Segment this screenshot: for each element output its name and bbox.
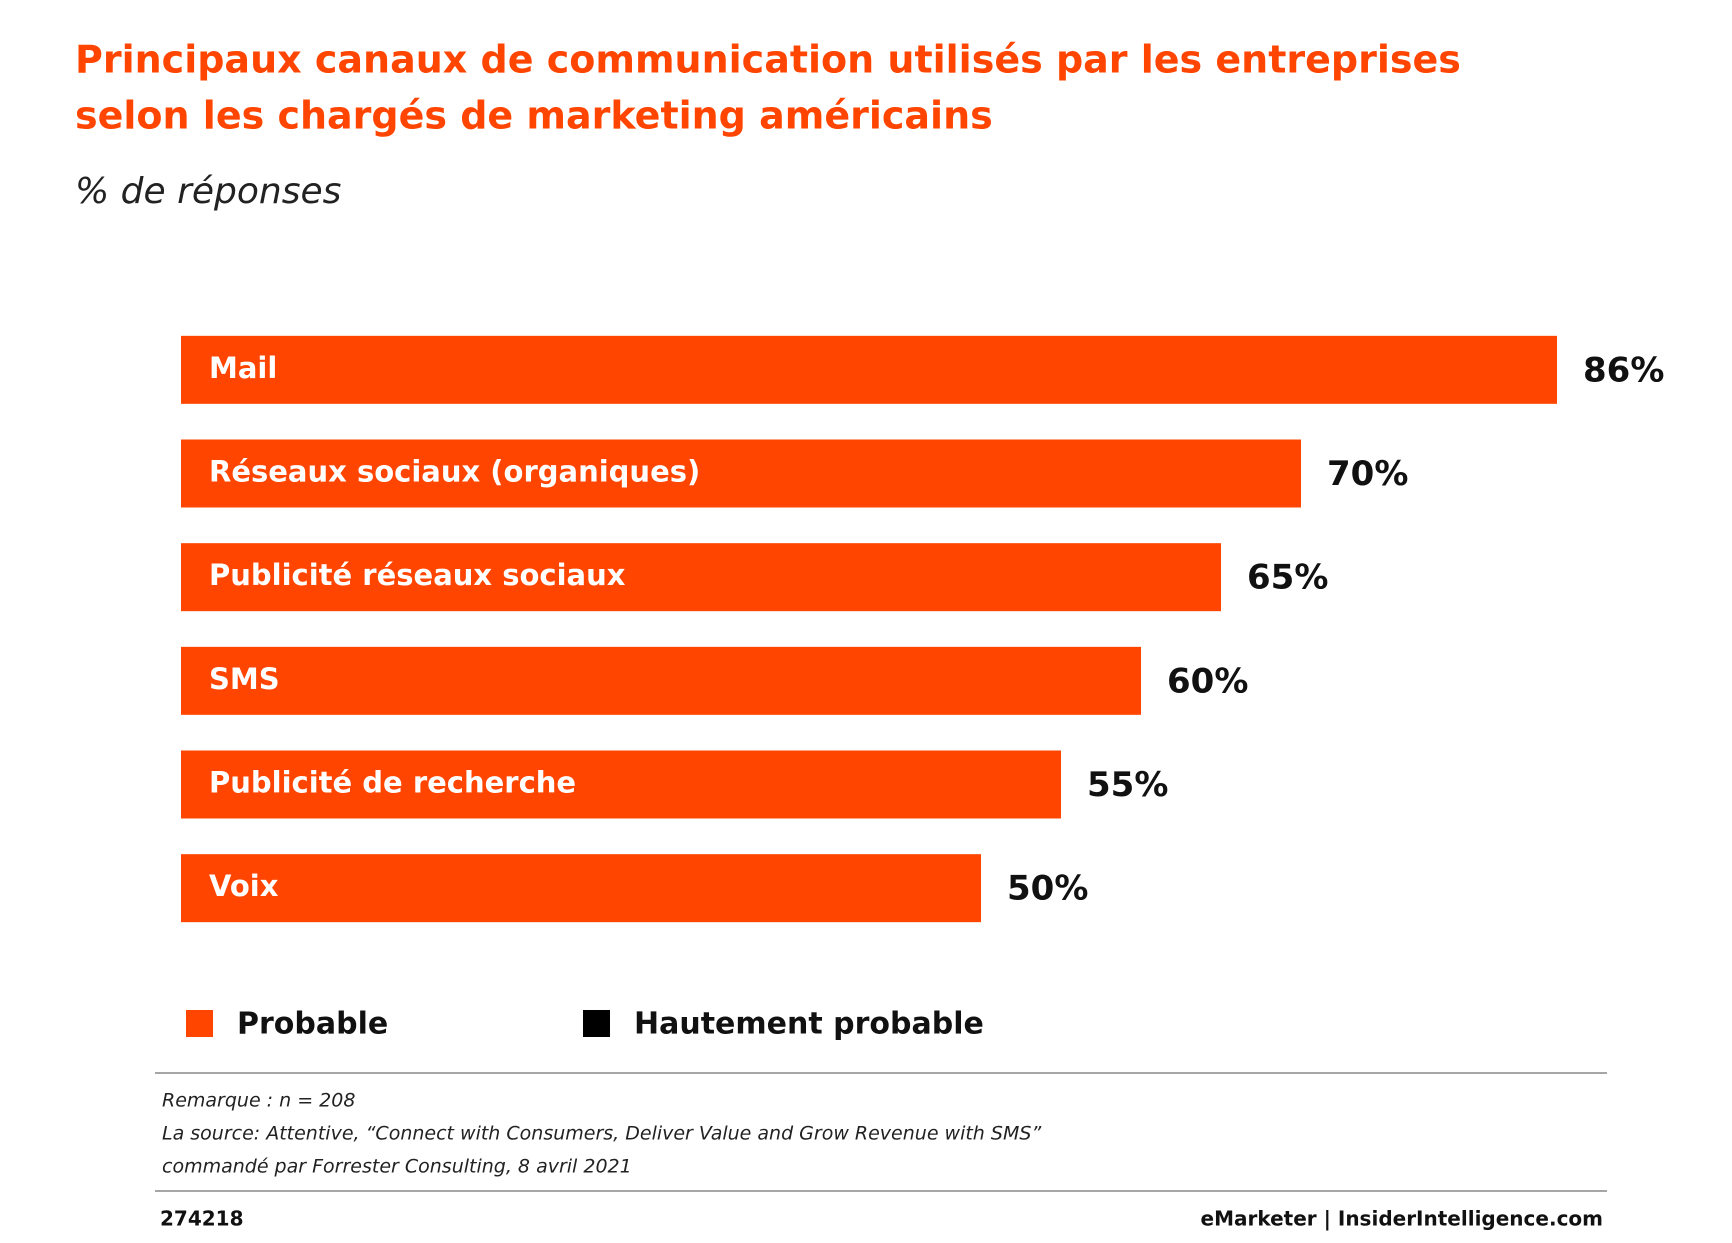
chart-id: 274218 [160, 1207, 244, 1231]
category-label: SMS [209, 662, 280, 696]
bar [181, 854, 981, 923]
chart-subtitle: % de réponses [75, 171, 341, 212]
legend-label: Probable [237, 1007, 388, 1042]
note: Remarque : n = 208 [162, 1090, 355, 1112]
note: La source: Attentive, “Connect with Cons… [162, 1123, 1041, 1145]
value-label: 70% [1327, 454, 1408, 494]
note: commandé par Forrester Consulting, 8 avr… [162, 1156, 632, 1178]
bar [181, 335, 1557, 404]
value-label: 60% [1167, 661, 1248, 701]
value-label: 86% [1583, 350, 1664, 390]
value-label: 55% [1087, 765, 1168, 805]
legend-swatch [583, 1010, 610, 1037]
category-label: Publicité réseaux sociaux [209, 558, 626, 592]
legend-label: Hautement probable [634, 1007, 984, 1042]
category-label: Publicité de recherche [209, 766, 576, 800]
bar [181, 750, 1061, 819]
bar [181, 543, 1221, 612]
category-label: Voix [209, 869, 279, 903]
value-label: 50% [1007, 869, 1088, 909]
chart-title: Principaux canaux de communication utili… [75, 38, 1461, 82]
category-label: Réseaux sociaux (organiques) [209, 455, 700, 489]
legend-swatch [186, 1010, 213, 1037]
bar [181, 439, 1301, 508]
credit: eMarketer | InsiderIntelligence.com [1201, 1207, 1604, 1231]
category-label: Mail [209, 351, 277, 385]
bar [181, 646, 1141, 715]
value-label: 65% [1247, 558, 1328, 598]
chart-title: selon les chargés de marketing américain… [75, 94, 993, 138]
